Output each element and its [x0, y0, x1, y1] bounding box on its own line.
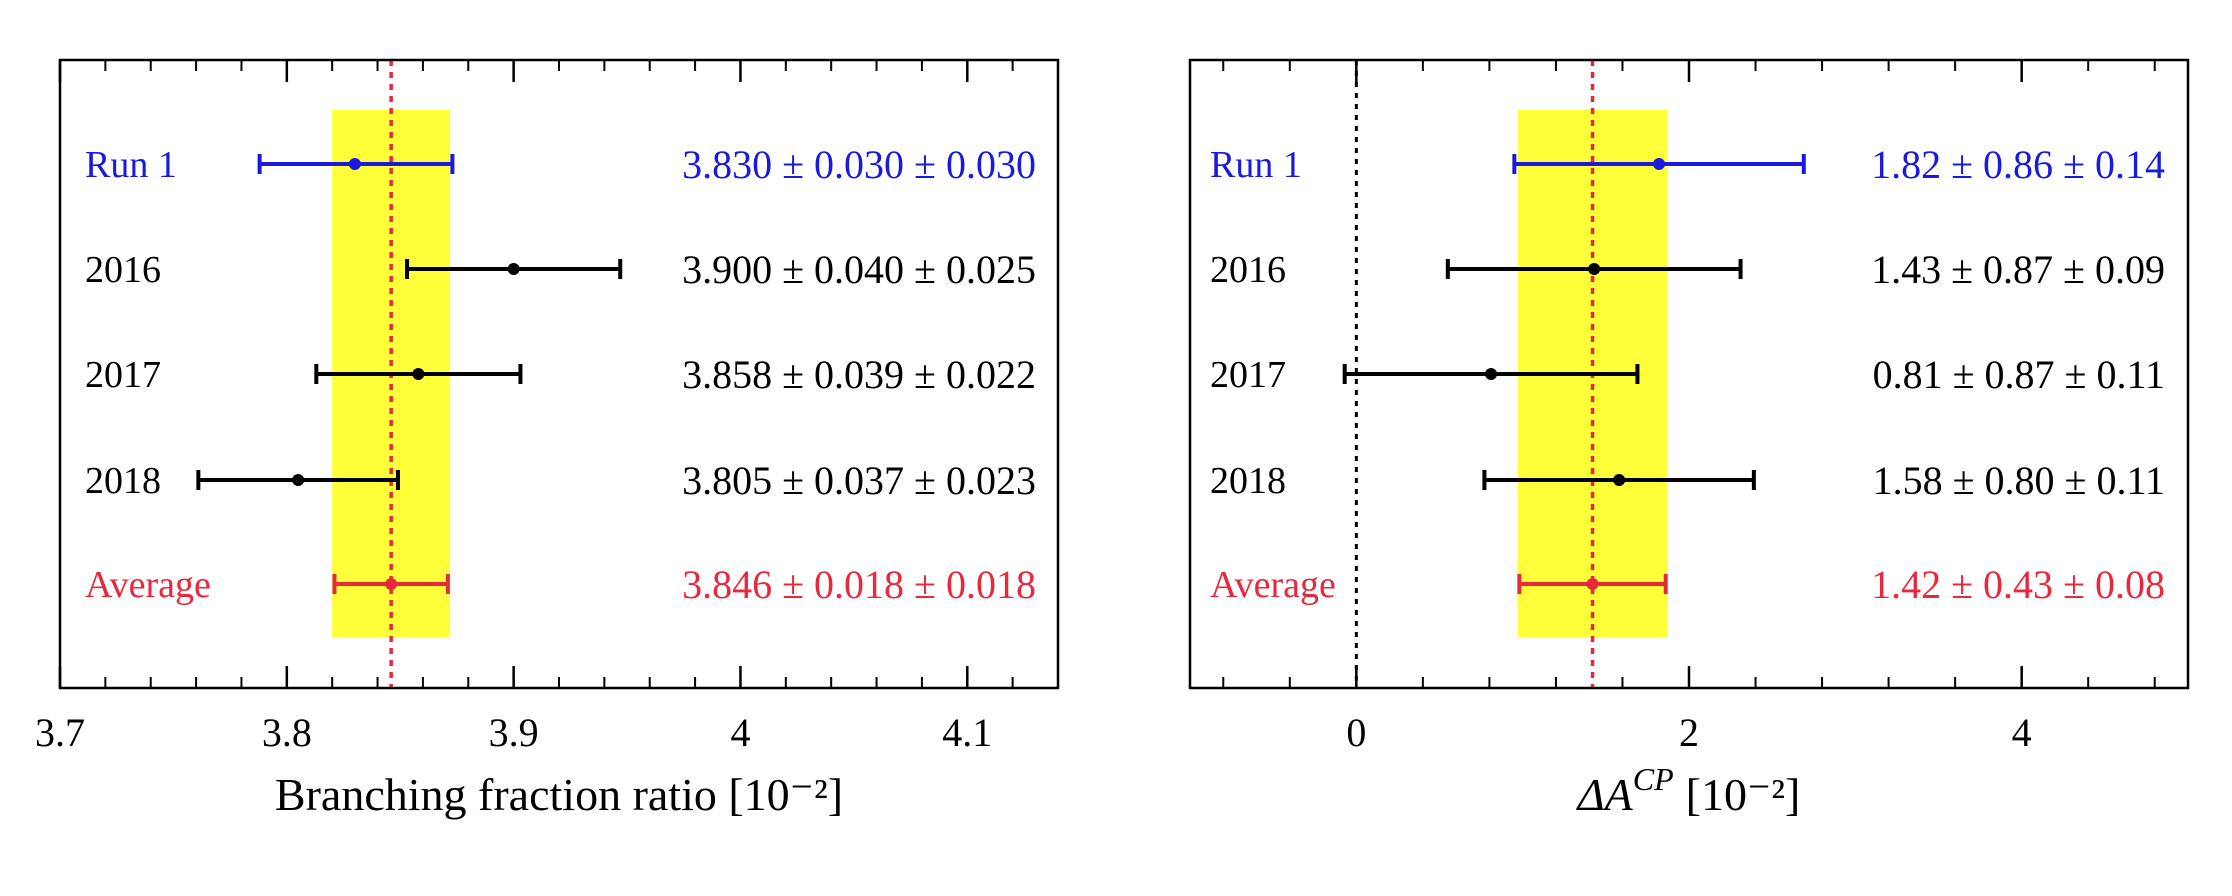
x-tick-label: 4.1 — [942, 710, 992, 755]
measurement-row: 2018 3.805 ± 0.037 ± 0.023 — [85, 458, 1036, 503]
measurement-row: Run 1 3.830 ± 0.030 ± 0.030 — [85, 142, 1036, 187]
row-value-text: 1.42 ± 0.43 ± 0.08 — [1871, 562, 2165, 607]
row-label: Run 1 — [1210, 144, 1302, 186]
x-axis-label: Branching fraction ratio [10⁻²] — [275, 769, 843, 820]
central-value-point — [507, 263, 520, 275]
x-tick-label: 4 — [2012, 710, 2032, 755]
row-label: 2016 — [1210, 249, 1286, 291]
measurement-row: 2018 1.58 ± 0.80 ± 0.11 — [1210, 458, 2165, 503]
panel-2: 0 2 4 Run 1 1.82 ± 0.86 ± 0.14 2016 1.43 ± 0.8… — [1188, 58, 2190, 820]
row-value-text: 0.81 ± 0.87 ± 0.11 — [1873, 352, 2165, 397]
x-tick-label: 3.8 — [262, 710, 312, 755]
central-value-point — [385, 578, 398, 590]
row-label: 2016 — [85, 249, 161, 291]
row-value-text: 3.805 ± 0.037 ± 0.023 — [682, 458, 1036, 503]
row-value-text: 3.846 ± 0.018 ± 0.018 — [682, 562, 1036, 607]
panel-1: 3.7 3.8 3.9 4 4.1 Run 1 3.830 ± 0.030 ± 0.030 2… — [35, 58, 1060, 820]
row-value-text: 3.900 ± 0.040 ± 0.025 — [682, 247, 1036, 292]
measurement-row: 2017 0.81 ± 0.87 ± 0.11 — [1210, 352, 2165, 397]
x-axis-label-superscript: CP — [1633, 761, 1674, 797]
measurement-row: Average 1.42 ± 0.43 ± 0.08 — [1210, 562, 2165, 607]
x-tick-label: 3.9 — [489, 710, 539, 755]
row-label: 2017 — [1210, 354, 1286, 396]
central-value-point — [1653, 158, 1666, 170]
central-value-point — [1485, 368, 1498, 380]
x-axis-label-unit: [10⁻²] — [1686, 769, 1801, 820]
row-label: 2018 — [85, 460, 161, 502]
row-value-text: 3.858 ± 0.039 ± 0.022 — [682, 352, 1036, 397]
central-value-point — [1613, 474, 1626, 486]
x-axis-label-symbol: ΔA — [1576, 769, 1634, 820]
x-tick-label: 2 — [1679, 710, 1699, 755]
row-value-text: 3.830 ± 0.030 ± 0.030 — [682, 142, 1036, 187]
row-value-text: 1.43 ± 0.87 ± 0.09 — [1871, 247, 2165, 292]
measurement-row: 2016 3.900 ± 0.040 ± 0.025 — [85, 247, 1036, 292]
measurement-row: Run 1 1.82 ± 0.86 ± 0.14 — [1210, 142, 2165, 187]
central-value-point — [348, 158, 361, 170]
x-tick-label: 0 — [1346, 710, 1366, 755]
x-axis-label: ΔACP [10⁻²] — [1576, 761, 1801, 820]
row-value-text: 1.58 ± 0.80 ± 0.11 — [1873, 458, 2165, 503]
central-value-point — [412, 368, 425, 380]
x-tick-label: 4 — [730, 710, 750, 755]
measurement-row: Average 3.846 ± 0.018 ± 0.018 — [85, 562, 1036, 607]
x-tick-label: 3.7 — [35, 710, 85, 755]
row-label: 2018 — [1210, 460, 1286, 502]
row-value-text: 1.82 ± 0.86 ± 0.14 — [1871, 142, 2165, 187]
central-value-point — [1588, 263, 1601, 275]
row-label: Run 1 — [85, 144, 177, 186]
central-value-point — [1586, 578, 1599, 590]
central-value-point — [292, 474, 305, 486]
measurement-row: 2017 3.858 ± 0.039 ± 0.022 — [85, 352, 1036, 397]
row-label: 2017 — [85, 354, 161, 396]
row-label: Average — [1210, 564, 1336, 606]
measurement-row: 2016 1.43 ± 0.87 ± 0.09 — [1210, 247, 2165, 292]
row-label: Average — [85, 564, 211, 606]
